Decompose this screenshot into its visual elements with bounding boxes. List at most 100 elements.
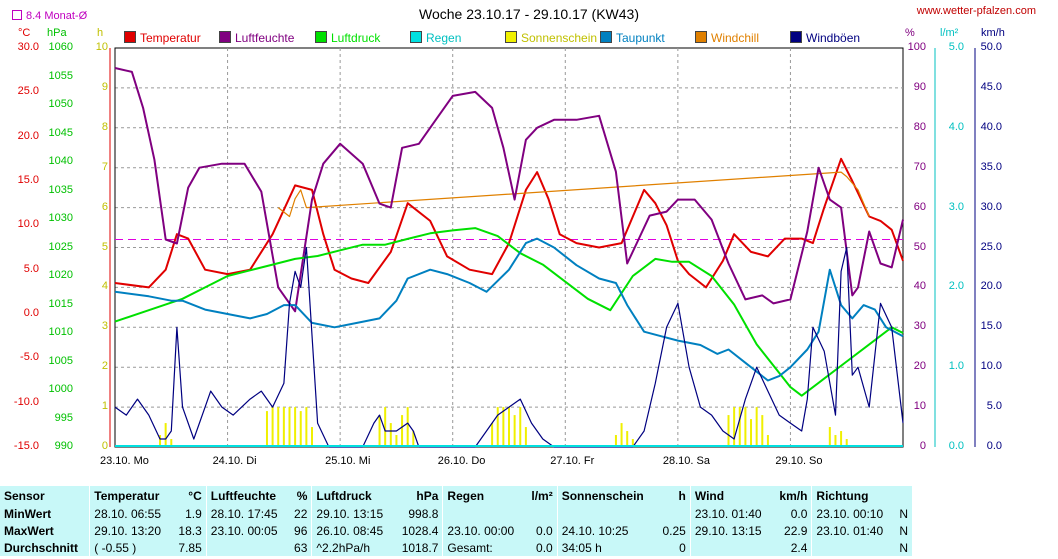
sunshine-bar bbox=[834, 435, 837, 447]
stats-cell: Sensor bbox=[0, 486, 90, 505]
sunshine-bar bbox=[395, 435, 398, 447]
stats-cell: 29.10. 13:15 bbox=[311, 505, 394, 522]
stats-cell: 28.10. 06:55 bbox=[89, 505, 172, 522]
sunshine-bar bbox=[845, 439, 848, 447]
stats-cell: 0.0 bbox=[772, 505, 812, 522]
monthly-average-text: 8.4 Monat-Ø bbox=[26, 10, 88, 22]
sunshine-bar bbox=[761, 415, 764, 447]
stats-row: MaxWert 29.10. 13:20 18.3 23.10. 00:05 96 26.… bbox=[0, 522, 912, 539]
tick-label-pressure: 1060 bbox=[48, 41, 73, 53]
tick-label-sun: 9 bbox=[101, 80, 108, 93]
legend-swatch bbox=[124, 31, 136, 43]
stats-cell: 24.10. 10:25 bbox=[556, 522, 656, 539]
tick-label-day: 27.10. Fr bbox=[550, 455, 595, 467]
tick-label-humidity: 10 bbox=[913, 400, 926, 413]
tick-label-temp: -15.0 bbox=[13, 440, 39, 452]
tick-label-sun: 1 bbox=[101, 400, 108, 413]
stats-cell: Sonnenschein bbox=[556, 486, 656, 505]
sunshine-bar bbox=[384, 407, 387, 447]
legend-label: Regen bbox=[426, 31, 462, 45]
sunshine-bar bbox=[631, 439, 634, 447]
tick-label-humidity: 60 bbox=[913, 200, 926, 213]
stats-cell: Luftfeuchte bbox=[205, 486, 289, 505]
tick-label-wind: 30.0 bbox=[980, 200, 1002, 213]
stats-cell: Regen bbox=[442, 486, 525, 505]
tick-label-sun: 7 bbox=[101, 160, 108, 173]
tick-label-day: 23.10. Mo bbox=[100, 455, 149, 467]
tick-label-pressure: 1045 bbox=[48, 126, 73, 139]
site-link[interactable]: www.wetter-pfalzen.com bbox=[916, 5, 1036, 17]
legend-item: Windböen bbox=[790, 31, 860, 45]
stats-row: MinWert 28.10. 06:55 1.9 28.10. 17:45 22 29.1… bbox=[0, 505, 912, 522]
stats-cell: MaxWert bbox=[0, 522, 90, 539]
tick-label-humidity: 80 bbox=[913, 120, 926, 133]
stats-cell: 96 bbox=[288, 522, 312, 539]
plot-frame bbox=[114, 47, 904, 448]
stats-cell: 0 bbox=[655, 539, 691, 556]
tick-label-temp: 5.0 bbox=[23, 262, 39, 275]
sunshine-bar bbox=[299, 411, 302, 447]
stats-cell: Temperatur bbox=[89, 486, 172, 505]
legend-swatch bbox=[790, 31, 802, 43]
stats-cell: 998.8 bbox=[393, 505, 443, 522]
tick-label-pressure: 995 bbox=[54, 411, 73, 424]
sunshine-bar bbox=[738, 407, 741, 447]
tick-label-sun: 5 bbox=[101, 240, 108, 253]
sunshine-bar bbox=[378, 415, 381, 447]
tick-label-sun: 0 bbox=[101, 440, 108, 452]
sunshine-bar bbox=[406, 407, 409, 447]
stats-cell bbox=[893, 486, 912, 505]
sunshine-bar bbox=[766, 435, 769, 447]
stats-cell: Richtung bbox=[811, 486, 894, 505]
stats-cell: 63 bbox=[288, 539, 312, 556]
stats-cell: % bbox=[288, 486, 312, 505]
sunshine-bar bbox=[502, 407, 505, 447]
stats-table: Sensor Temperatur °C Luftfeuchte% Luftdruck h… bbox=[0, 486, 912, 556]
stats-cell: 28.10. 17:45 bbox=[205, 505, 289, 522]
legend-swatch bbox=[315, 31, 327, 43]
sunshine-bar bbox=[288, 407, 291, 447]
tick-label-pressure: 1055 bbox=[48, 69, 73, 82]
legend-swatch bbox=[410, 31, 422, 43]
stats-cell bbox=[655, 505, 691, 522]
stats-cell: 0.0 bbox=[524, 539, 558, 556]
tick-label-day: 28.10. Sa bbox=[662, 455, 710, 467]
tick-label-wind: 45.0 bbox=[980, 80, 1002, 93]
sunshine-bar bbox=[828, 427, 831, 447]
tick-label-sun: 8 bbox=[101, 120, 108, 133]
tick-label-wind: 40.0 bbox=[980, 120, 1002, 133]
sunshine-bar bbox=[508, 407, 510, 447]
legend-label: Windböen bbox=[806, 31, 861, 45]
tick-label-temp: 25.0 bbox=[17, 85, 39, 98]
sunshine-bar bbox=[755, 407, 758, 447]
sunshine-bar bbox=[727, 415, 730, 447]
weather-chart bbox=[109, 47, 976, 448]
sunshine-bar bbox=[614, 435, 617, 447]
stats-cell bbox=[442, 505, 525, 522]
chart-title: Woche 23.10.17 - 29.10.17 (KW43) bbox=[419, 6, 639, 22]
legend-item: Sonnenschein bbox=[505, 31, 597, 45]
stats-cell: ^2.2hPa/h bbox=[311, 539, 394, 556]
stats-cell: MinWert bbox=[0, 505, 90, 522]
legend-swatch bbox=[695, 31, 707, 43]
legend-swatch bbox=[600, 31, 612, 43]
tick-label-wind: 15.0 bbox=[980, 320, 1002, 333]
monthly-average-label: 8.4 Monat-Ø bbox=[12, 10, 87, 22]
tick-label-wind: 50.0 bbox=[980, 41, 1002, 53]
tick-label-wind: 25.0 bbox=[980, 240, 1002, 253]
sunshine-bar bbox=[750, 419, 753, 447]
stats-cell: 29.10. 13:20 bbox=[89, 522, 172, 539]
sunshine-bar bbox=[164, 423, 167, 447]
stats-cell: 22 bbox=[288, 505, 312, 522]
stats-cell: 23.10. 01:40 bbox=[811, 522, 894, 539]
stats-cell: Wind bbox=[689, 486, 773, 505]
sunshine-bar bbox=[282, 407, 285, 447]
stats-cell: 22.9 bbox=[772, 522, 812, 539]
sunshine-bar bbox=[733, 407, 736, 447]
checkbox-icon bbox=[12, 10, 22, 20]
stats-cell: °C bbox=[171, 486, 207, 505]
tick-label-sun: 4 bbox=[101, 280, 108, 293]
stats-panel: Sensor Temperatur °C Luftfeuchte% Luftdruck h… bbox=[0, 486, 1058, 559]
stats-cell: 23.10. 00:00 bbox=[442, 522, 525, 539]
legend-item: Luftdruck bbox=[315, 31, 380, 45]
